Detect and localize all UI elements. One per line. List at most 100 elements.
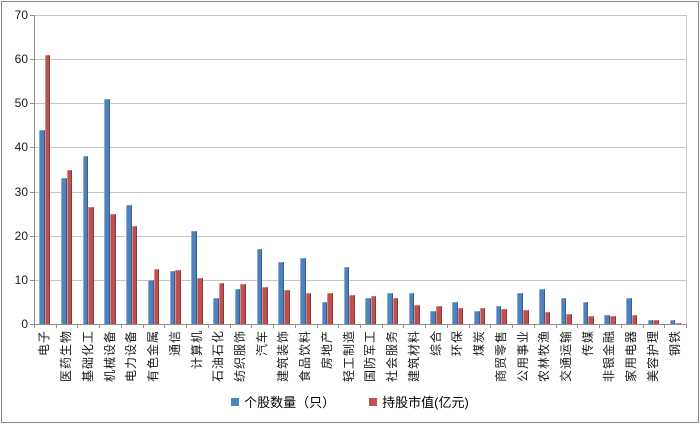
x-axis-category-label: 建筑材料 (406, 330, 421, 383)
bar-market-value (175, 269, 181, 324)
x-axis-category-label: 轻工制造 (341, 330, 356, 383)
bar-market-value (305, 292, 312, 324)
x-axis-category-label: 社会服务 (385, 330, 400, 383)
x-axis-tick (555, 324, 557, 328)
x-axis-tick (533, 324, 535, 328)
y-axis-tick-label: 40 (14, 140, 28, 155)
legend-label-market-value: 持股市值(亿元) (382, 395, 469, 410)
x-axis-category-label: 农林牧渔 (537, 330, 552, 383)
bar-market-value (457, 308, 464, 324)
y-axis-tick-label: 70 (14, 8, 28, 22)
bar-stock-count (604, 315, 610, 324)
y-axis-tick-label: 10 (14, 272, 28, 287)
y-axis-tick (30, 147, 34, 149)
bar-stock-count (169, 271, 176, 324)
bar-stock-count (669, 319, 676, 324)
x-axis-tick (599, 324, 601, 328)
x-axis-category-label: 环保 (450, 330, 465, 357)
x-axis-tick (664, 324, 666, 328)
x-axis-category-label: 交通运输 (558, 330, 573, 383)
gridline (34, 191, 686, 193)
bar-stock-count (387, 293, 393, 324)
bar-stock-count (626, 297, 632, 324)
gridline (34, 59, 686, 61)
gridline (34, 103, 686, 105)
bar-stock-count (61, 178, 67, 324)
x-axis-category-label: 非银金融 (602, 330, 617, 383)
gridline (34, 15, 686, 16)
x-axis-category-label: 房地产 (319, 330, 334, 370)
bar-market-value (131, 225, 138, 324)
x-axis-tick (512, 324, 514, 328)
x-axis-category-label: 公用事业 (515, 330, 530, 383)
x-axis-category-label: 美容护理 (645, 330, 660, 383)
x-axis-category-label: 国防军工 (363, 330, 378, 383)
x-axis-category-label: 电子 (37, 330, 52, 357)
bar-market-value (523, 310, 529, 324)
x-axis-category-label: 食品饮料 (298, 330, 313, 383)
bar-stock-count (147, 279, 154, 324)
bar-stock-count (473, 310, 480, 324)
bar-market-value (370, 295, 377, 324)
bar-stock-count (82, 156, 89, 324)
y-axis-tick (30, 191, 34, 193)
x-axis-category-label: 商贸零售 (493, 330, 508, 383)
x-axis-tick (229, 324, 231, 328)
bar-stock-count (560, 297, 567, 324)
x-axis-tick (294, 324, 296, 328)
bar-stock-count (647, 319, 654, 324)
x-axis-tick (468, 324, 470, 328)
x-axis-tick (186, 324, 188, 328)
y-axis-tick (30, 235, 34, 237)
x-axis-category-label: 家用电器 (624, 330, 639, 383)
x-axis-tick (251, 324, 253, 328)
y-axis-tick (30, 59, 34, 61)
x-axis-category-label: 汽车 (254, 330, 269, 357)
y-axis-line (34, 15, 35, 324)
bar-market-value (501, 309, 507, 324)
legend-label-stock-count: 个股数量（只） (244, 395, 336, 410)
bar-stock-count (430, 310, 437, 324)
x-axis-tick (360, 324, 361, 328)
bar-market-value (436, 306, 442, 324)
x-axis-tick (577, 324, 579, 328)
x-axis-category-label: 医药生物 (59, 330, 74, 383)
x-axis-tick (381, 324, 383, 328)
y-axis-tick (30, 279, 34, 281)
y-axis-tick-label: 20 (14, 228, 28, 243)
x-axis-category-label: 钢铁 (667, 330, 682, 357)
bar-stock-count (495, 306, 502, 324)
y-axis-tick (30, 103, 34, 105)
gridline (34, 235, 686, 237)
x-axis-category-label: 建筑装饰 (276, 330, 291, 383)
legend-swatch-red-icon (369, 397, 378, 406)
bar-stock-count (278, 262, 284, 324)
bar-market-value (653, 320, 659, 324)
x-axis-tick (490, 324, 492, 328)
bar-stock-count (126, 204, 132, 324)
bar-market-value (609, 316, 616, 324)
bar-market-value (66, 169, 73, 324)
bar-market-value (631, 315, 638, 324)
bar-stock-count (104, 98, 111, 324)
x-axis-tick (207, 324, 209, 328)
legend-item-market-value: 持股市值(亿元) (369, 392, 469, 411)
x-axis-category-label: 综合 (428, 330, 443, 357)
x-axis-category-label: 有色金属 (146, 330, 161, 383)
bar-market-value (240, 284, 247, 324)
gridline (34, 147, 686, 149)
x-axis-tick (338, 324, 340, 328)
bar-market-value (588, 315, 594, 324)
x-axis-tick (77, 324, 79, 328)
legend: 个股数量（只） 持股市值(亿元) (2, 392, 698, 411)
y-axis-tick (30, 15, 34, 16)
bar-stock-count (582, 301, 589, 324)
bar-stock-count (321, 301, 328, 324)
x-axis-category-label: 煤炭 (472, 330, 487, 357)
bar-market-value (327, 293, 333, 324)
x-axis-tick (55, 324, 57, 328)
bar-stock-count (39, 129, 45, 324)
x-axis-category-label: 传媒 (580, 330, 595, 357)
legend-swatch-blue-icon (231, 397, 240, 406)
bar-market-value (44, 54, 51, 324)
